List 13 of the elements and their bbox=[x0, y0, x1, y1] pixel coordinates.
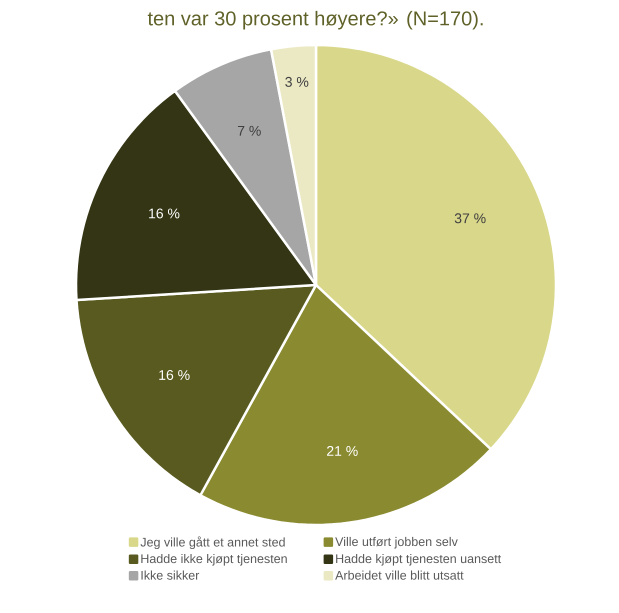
legend-label: Ikke sikker bbox=[141, 570, 200, 580]
legend-label: Hadde kjøpt tjenesten uansett bbox=[336, 554, 502, 566]
data-label: 37 % bbox=[454, 213, 486, 224]
data-label: 16 % bbox=[149, 208, 180, 218]
legend-label: Ville utført jobben selv bbox=[335, 536, 458, 549]
legend-label: Arbeidet ville blitt utsatt bbox=[335, 570, 464, 580]
data-label: 7 % bbox=[238, 126, 261, 136]
legend-label: Hadde ikke kjøpt tjenesten bbox=[141, 554, 287, 566]
data-label: 16 % bbox=[159, 370, 190, 380]
legend-label: Jeg ville gått et annet sted bbox=[140, 536, 285, 550]
chart-title: ten var 30 prosent høyere?» (N=170). bbox=[148, 10, 483, 30]
data-label: 21 % bbox=[327, 446, 358, 456]
data-label: 3 % bbox=[285, 76, 308, 87]
